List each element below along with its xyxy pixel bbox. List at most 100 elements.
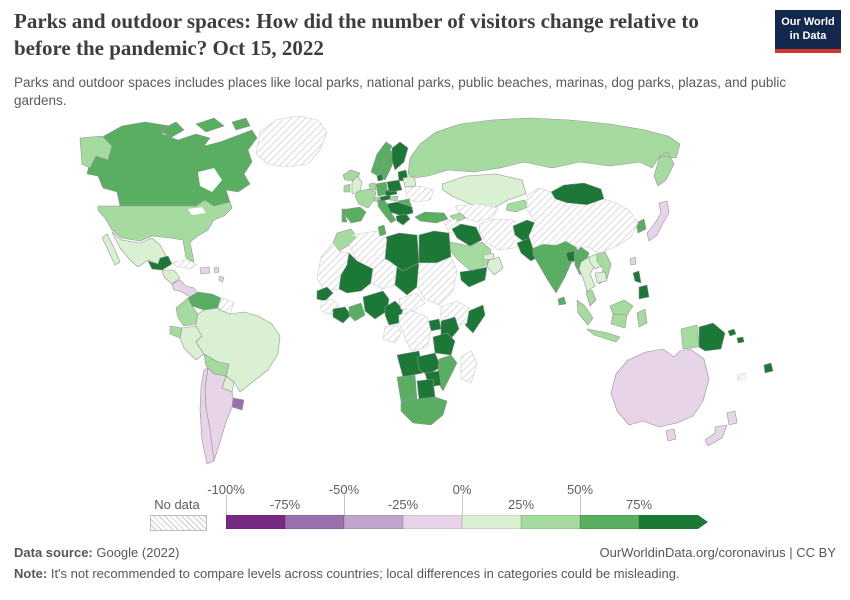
map-region-new-caledonia[interactable] [736,372,747,381]
legend-no-data-label: No data [154,497,200,512]
map-region-philippines[interactable] [632,270,650,300]
map-region-france[interactable] [354,188,377,209]
map-region-austria[interactable] [379,194,392,202]
map-region-malaysia[interactable] [585,289,634,316]
map-region-uruguay[interactable] [231,397,245,411]
legend-tick-label--75: -75% [269,497,301,512]
map-region-saudi-arabia[interactable] [448,241,492,272]
map-region-tanzania[interactable] [432,332,456,356]
legend-tick-label-25: 25% [507,497,535,512]
map-region-yemen[interactable] [459,266,488,288]
map-region-angola[interactable] [396,350,424,378]
map-region-uae[interactable] [482,252,495,261]
map-region-japan[interactable] [646,200,670,242]
map-region-uk[interactable] [351,175,363,195]
legend-bin-0[interactable] [226,515,285,529]
legend-bin-3[interactable] [403,515,462,529]
chart-subtitle: Parks and outdoor spaces includes places… [14,75,787,109]
map-region-south-korea[interactable] [635,218,647,234]
data-source-value: Google (2022) [92,545,180,560]
map-region-ivory-coast[interactable] [332,306,352,324]
legend-tick-mark [344,495,345,515]
map-region-kazakhstan[interactable] [441,173,527,209]
map-region-greece[interactable] [395,213,411,226]
map-region-uganda[interactable] [428,318,442,332]
map-region-belarus[interactable] [402,175,417,188]
map-region-ghana[interactable] [348,302,366,322]
map-region-hungary[interactable] [389,195,399,202]
legend-tick-label--100: -100% [207,482,245,497]
map-region-gabon-congo[interactable] [382,324,402,344]
map-region-png[interactable] [698,322,726,352]
map-region-italy[interactable] [377,198,397,224]
legend-no-data-swatch[interactable] [150,515,207,531]
map-region-botswana[interactable] [416,378,436,400]
map-region-turkey[interactable] [414,211,449,224]
owid-link[interactable]: OurWorldinData.org/coronavirus | CC BY [599,545,836,560]
map-region-laos[interactable] [588,253,603,270]
map-region-hispaniola[interactable] [199,266,211,275]
map-region-spain[interactable] [344,206,367,224]
map-region-taiwan[interactable] [629,256,637,266]
map-region-india[interactable] [532,240,581,294]
map-region-somalia[interactable] [464,304,486,334]
legend-bin-6[interactable] [580,515,639,529]
lake-great-lakes [188,207,206,215]
legend-bin-5[interactable] [521,515,580,529]
legend-bin-2[interactable] [344,515,403,529]
map-region-madagascar[interactable] [460,350,478,384]
map-region-ireland[interactable] [343,183,351,193]
map-region-iraq[interactable] [451,223,483,247]
map-region-zambia[interactable] [416,352,442,376]
map-region-lesser-antilles[interactable] [213,266,225,283]
map-region-new-zealand[interactable] [704,410,738,447]
note-label: Note: [14,566,48,581]
map-region-senegal[interactable] [316,286,334,302]
map-region-guatemala[interactable] [147,255,173,271]
map-region-sudan[interactable] [416,256,458,306]
owid-logo[interactable]: Our World in Data [775,10,841,53]
map-region-south-africa[interactable] [400,396,448,426]
map-region-denmark[interactable] [376,173,384,182]
map-region-drc[interactable] [398,310,432,352]
map-region-balkans[interactable] [386,201,414,217]
note-text: It's not recommended to compare levels a… [47,566,680,581]
map-region-fiji[interactable] [763,362,774,374]
map-region-chile[interactable] [199,367,215,465]
legend-bin-7[interactable] [639,515,708,529]
map-region-ukraine[interactable] [404,185,435,203]
map-region-russia[interactable] [407,117,681,187]
map-region-oman[interactable] [486,256,504,276]
map-region-cambodia[interactable] [594,271,608,284]
legend-tick-label--25: -25% [387,497,419,512]
map-region-kyrgyz-tajik[interactable] [505,199,531,213]
owid-logo-line1: Our World [781,16,835,28]
map-region-poland[interactable] [386,179,403,193]
map-region-honduras-nicaragua[interactable] [161,269,181,285]
map-region-usa[interactable] [97,199,233,263]
legend-bin-4[interactable] [462,515,521,529]
page-title: Parks and outdoor spaces: How did the nu… [14,9,699,60]
map-region-brazil[interactable] [195,307,281,393]
map-region-niger[interactable] [370,258,398,290]
map-region-portugal[interactable] [341,208,348,223]
map-region-mozambique[interactable] [436,354,458,392]
map-region-alaska[interactable] [79,135,113,169]
map-region-indonesia[interactable] [576,299,700,350]
map-region-tunisia[interactable] [377,224,387,237]
legend-bin-1[interactable] [285,515,344,529]
map-region-namibia[interactable] [396,374,418,402]
map-region-australia[interactable] [610,348,710,442]
map-region-greenland[interactable] [255,115,328,168]
map-region-benelux[interactable] [368,182,377,191]
map-region-central-african-republic[interactable] [398,292,426,312]
map-region-china[interactable] [526,187,639,254]
map-region-canada[interactable] [86,117,258,207]
map-region-egypt[interactable] [418,230,452,264]
map-region-sri-lanka[interactable] [557,296,567,306]
map-region-finland[interactable] [391,141,409,171]
map-region-cuba[interactable] [171,259,198,270]
map-region-solomon-islands[interactable] [727,328,745,344]
legend-tick-label-50: 50% [566,482,594,497]
